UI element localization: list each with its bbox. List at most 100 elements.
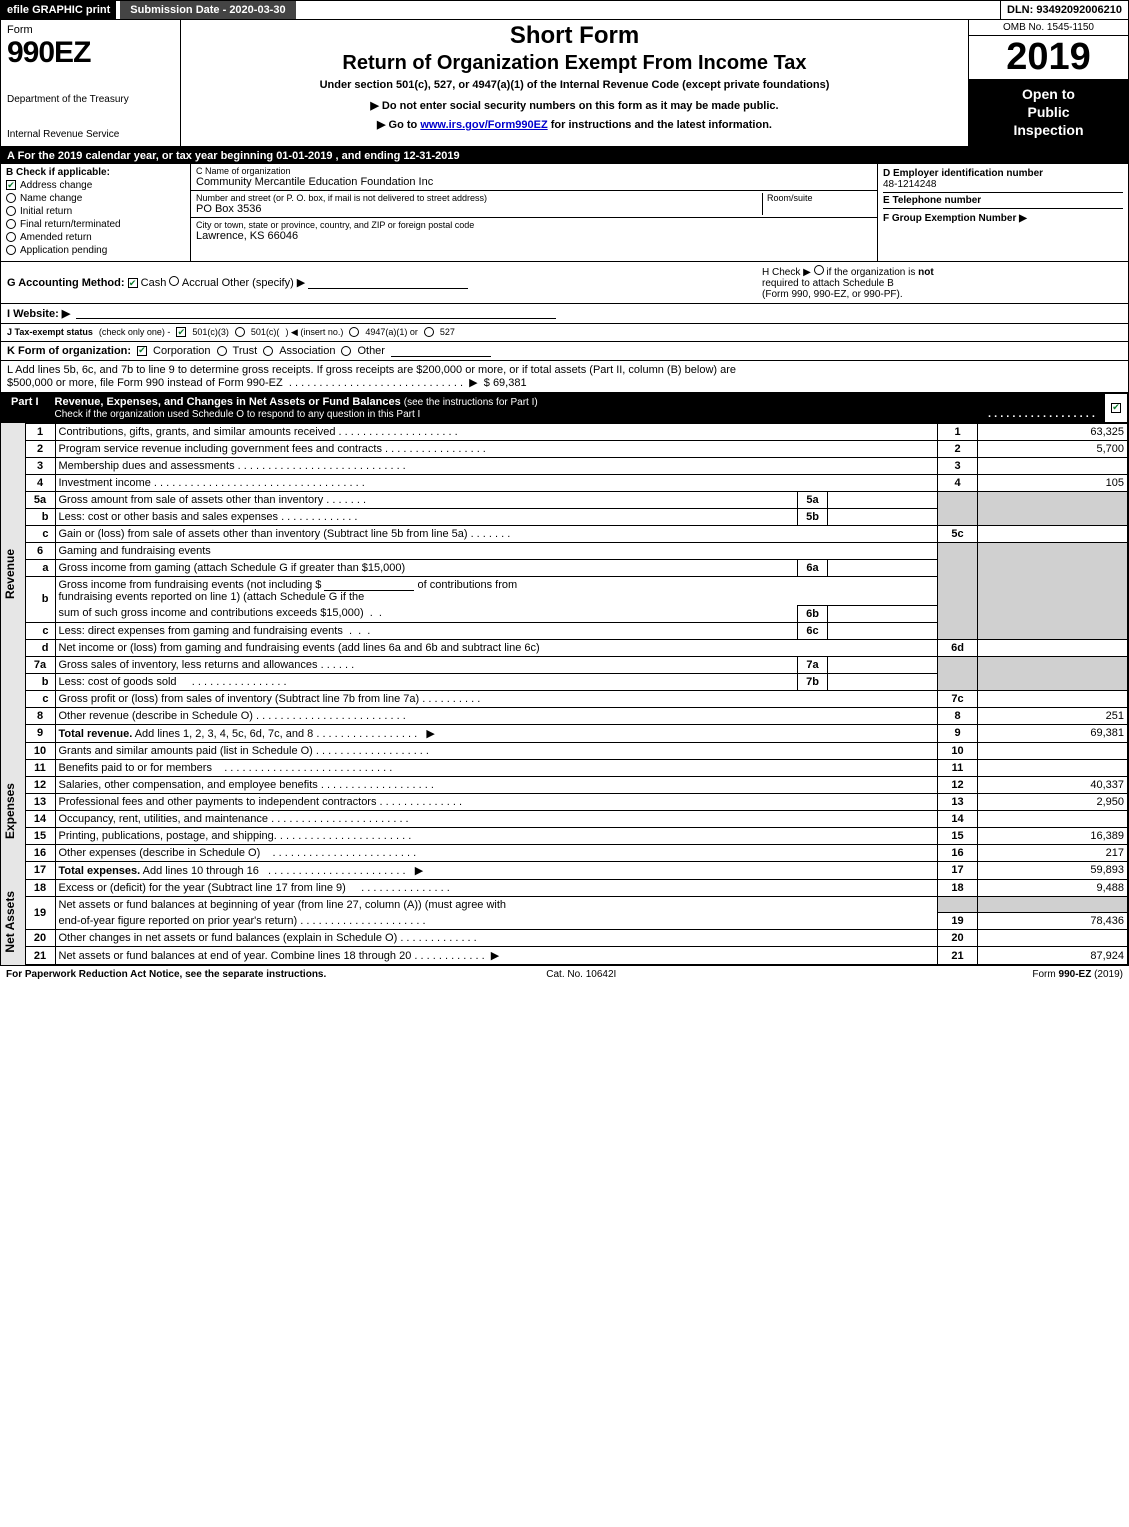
website-input[interactable] <box>76 307 556 319</box>
table-row: 5a Gross amount from sale of assets othe… <box>1 491 1128 508</box>
shaded-cell <box>978 542 1128 639</box>
j-note: (check only one) - <box>99 327 171 337</box>
table-row: c Gross profit or (loss) from sales of i… <box>1 690 1128 707</box>
checkbox-trust[interactable] <box>217 346 227 356</box>
footer-form-pre: Form <box>1032 969 1055 980</box>
lines-table: Revenue 1 Contributions, gifts, grants, … <box>1 423 1128 966</box>
group-exemption-label: F Group Exemption Number ▶ <box>883 213 1027 224</box>
line-num: 17 <box>25 861 55 879</box>
line-col: 21 <box>938 947 978 965</box>
line-col: 4 <box>938 474 978 491</box>
checkbox-4947[interactable] <box>349 327 359 337</box>
line-num: 5a <box>25 491 55 508</box>
sub-line-num: 7b <box>798 673 828 690</box>
line-num: 9 <box>25 724 55 742</box>
short-form-title: Short Form <box>187 22 962 50</box>
city-label: City or town, state or province, country… <box>196 220 872 230</box>
checkbox-corporation[interactable] <box>137 346 147 356</box>
dln-number: DLN: 93492092006210 <box>1000 1 1128 19</box>
tax-year: 2019 <box>969 36 1128 79</box>
other-label: Other (specify) ▶ <box>222 277 306 289</box>
efile-print-button[interactable]: efile GRAPHIC print <box>1 1 116 19</box>
line-desc: Printing, publications, postage, and shi… <box>59 830 277 842</box>
omb-number: OMB No. 1545-1150 <box>969 20 1128 36</box>
line-desc: Excess or (deficit) for the year (Subtra… <box>59 882 346 894</box>
table-row: Revenue 1 Contributions, gifts, grants, … <box>1 423 1128 440</box>
label-final-return: Final return/terminated <box>20 219 121 230</box>
line-col: 6d <box>938 639 978 656</box>
table-row: 17 Total expenses. Add lines 10 through … <box>1 861 1128 879</box>
checkmark-icon <box>1111 403 1121 413</box>
open-public-inspection: Open to Public Inspection <box>969 79 1128 146</box>
line-amt <box>978 742 1128 759</box>
line-col: 12 <box>938 776 978 793</box>
line-amt <box>978 810 1128 827</box>
dept-irs: Internal Revenue Service <box>7 129 174 140</box>
shaded-cell <box>938 491 978 525</box>
shaded-cell <box>978 896 1128 913</box>
j-501c3: 501(c)(3) <box>192 327 229 337</box>
table-row: Expenses 10 Grants and similar amounts p… <box>1 742 1128 759</box>
line-desc: Other revenue (describe in Schedule O) <box>59 710 253 722</box>
line-desc: Less: cost or other basis and sales expe… <box>59 511 279 523</box>
table-row: d Net income or (loss) from gaming and f… <box>1 639 1128 656</box>
table-row: c Gain or (loss) from sale of assets oth… <box>1 525 1128 542</box>
org-name-label: C Name of organization <box>196 166 872 176</box>
table-row: 6 Gaming and fundraising events <box>1 542 1128 559</box>
checkbox-amended-return[interactable] <box>6 232 16 242</box>
line-amt <box>978 930 1128 947</box>
line-num: 8 <box>25 707 55 724</box>
line-amt: 105 <box>978 474 1128 491</box>
section-def: D Employer identification number 48-1214… <box>878 164 1128 261</box>
other-org-input[interactable] <box>391 345 491 357</box>
checkbox-name-change[interactable] <box>6 193 16 203</box>
checkbox-accrual[interactable] <box>169 276 179 286</box>
form-title: Return of Organization Exempt From Incom… <box>187 52 962 75</box>
sub-line-val <box>828 491 938 508</box>
sub-line-val <box>828 656 938 673</box>
line-num: 18 <box>25 879 55 896</box>
line-col: 17 <box>938 861 978 879</box>
j-501c-b: ) ◀ (insert no.) <box>285 327 343 338</box>
contrib-input[interactable] <box>324 579 414 591</box>
l-text1: L Add lines 5b, 6c, and 7b to line 9 to … <box>7 364 1122 376</box>
form-subtitle: Under section 501(c), 527, or 4947(a)(1)… <box>187 79 962 91</box>
line-amt <box>978 525 1128 542</box>
checkbox-address-change[interactable] <box>6 180 16 190</box>
row-j: J Tax-exempt status (check only one) - 5… <box>1 324 1128 342</box>
checkbox-final-return[interactable] <box>6 219 16 229</box>
checkbox-cash[interactable] <box>128 278 138 288</box>
line-col: 3 <box>938 457 978 474</box>
checkbox-501c3[interactable] <box>176 327 186 337</box>
line-num: 6 <box>25 542 55 559</box>
line-desc-bold: Total revenue. <box>59 728 133 740</box>
line-col: 10 <box>938 742 978 759</box>
checkbox-other-org[interactable] <box>341 346 351 356</box>
sidebar-revenue: Revenue <box>1 543 19 605</box>
irs-link[interactable]: www.irs.gov/Form990EZ <box>420 119 547 131</box>
line-desc: Membership dues and assessments <box>59 460 235 472</box>
line-col: 14 <box>938 810 978 827</box>
checkbox-application-pending[interactable] <box>6 245 16 255</box>
ein-label: D Employer identification number <box>883 168 1123 179</box>
website-label: I Website: ▶ <box>7 307 70 320</box>
checkbox-initial-return[interactable] <box>6 206 16 216</box>
sub-line-val <box>828 559 938 576</box>
k-trust: Trust <box>233 345 258 357</box>
room-label: Room/suite <box>767 193 872 203</box>
sub-line-num: 6a <box>798 559 828 576</box>
part1-schedule-o-checkbox[interactable] <box>1104 393 1128 423</box>
checkbox-527[interactable] <box>424 327 434 337</box>
line-desc: Less: cost of goods sold <box>59 676 177 688</box>
checkbox-schedule-b[interactable] <box>814 265 824 275</box>
line-desc: Net assets or fund balances at beginning… <box>55 896 938 913</box>
line-desc: Net income or (loss) from gaming and fun… <box>59 642 540 654</box>
checkbox-association[interactable] <box>263 346 273 356</box>
table-row: 16 Other expenses (describe in Schedule … <box>1 844 1128 861</box>
line-desc: Gross profit or (loss) from sales of inv… <box>59 693 420 705</box>
table-row: 11 Benefits paid to or for members . . .… <box>1 759 1128 776</box>
line-desc-bold: Total expenses. <box>59 865 141 877</box>
other-specify-input[interactable] <box>308 277 468 289</box>
sub-line-num: 7a <box>798 656 828 673</box>
checkbox-501c[interactable] <box>235 327 245 337</box>
